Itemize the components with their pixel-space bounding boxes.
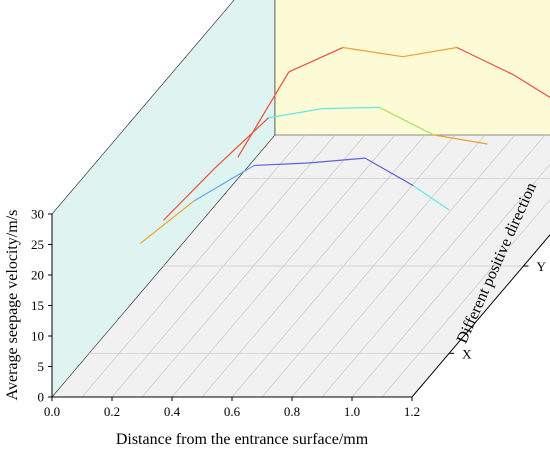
series-segment [288, 46, 344, 73]
depth-tick-label: X [462, 346, 472, 361]
series-segment [402, 46, 457, 58]
x-axis-label: Distance from the entrance surface/mm [116, 431, 369, 448]
series-segment [364, 157, 414, 187]
x-tick-label: 0.6 [224, 404, 241, 419]
series-segment [254, 162, 309, 167]
series-segment [139, 200, 195, 245]
x-tick-label: 1.2 [404, 404, 420, 419]
back-wall-panel [274, 0, 550, 136]
series-segment [433, 134, 488, 145]
chart-grid [81, 134, 550, 398]
x-tick-label: 1.0 [344, 404, 360, 419]
y-tick-label: 0 [38, 390, 45, 405]
chart-axes [48, 213, 550, 401]
series-segment [214, 117, 269, 169]
y-axis-label: Average seepage velocity/m/s [4, 210, 21, 401]
series-segment [379, 106, 434, 136]
series-segment [412, 185, 450, 211]
series-segment [268, 108, 323, 119]
series-segment [193, 164, 255, 202]
series-segment [513, 74, 550, 99]
series-Z [237, 46, 550, 158]
chart-series [139, 46, 550, 245]
y-tick-label: 15 [31, 298, 44, 313]
series-segment [163, 167, 215, 221]
x-tick-label: 0.0 [44, 404, 60, 419]
series-segment [322, 106, 380, 110]
y-tick-label: 25 [31, 237, 44, 252]
x-tick-label: 0.2 [104, 404, 120, 419]
x-tick-label: 0.4 [164, 404, 181, 419]
series-segment [456, 46, 515, 76]
y-tick-label: 5 [38, 359, 45, 374]
series-segment [237, 71, 290, 158]
series-X [139, 157, 450, 245]
chart-panels [51, 0, 550, 398]
series-segment [342, 46, 403, 58]
chart-tick-labels: 0.00.20.40.60.81.01.2051015202530XYZ [31, 207, 547, 420]
depth-tick-label: Y [537, 259, 547, 274]
y-tick-label: 20 [31, 268, 44, 283]
x-tick-label: 0.8 [284, 404, 300, 419]
y-tick-label: 30 [31, 207, 44, 222]
y-tick-label: 10 [31, 329, 44, 344]
series-segment [308, 157, 366, 164]
series-Y [163, 106, 488, 221]
